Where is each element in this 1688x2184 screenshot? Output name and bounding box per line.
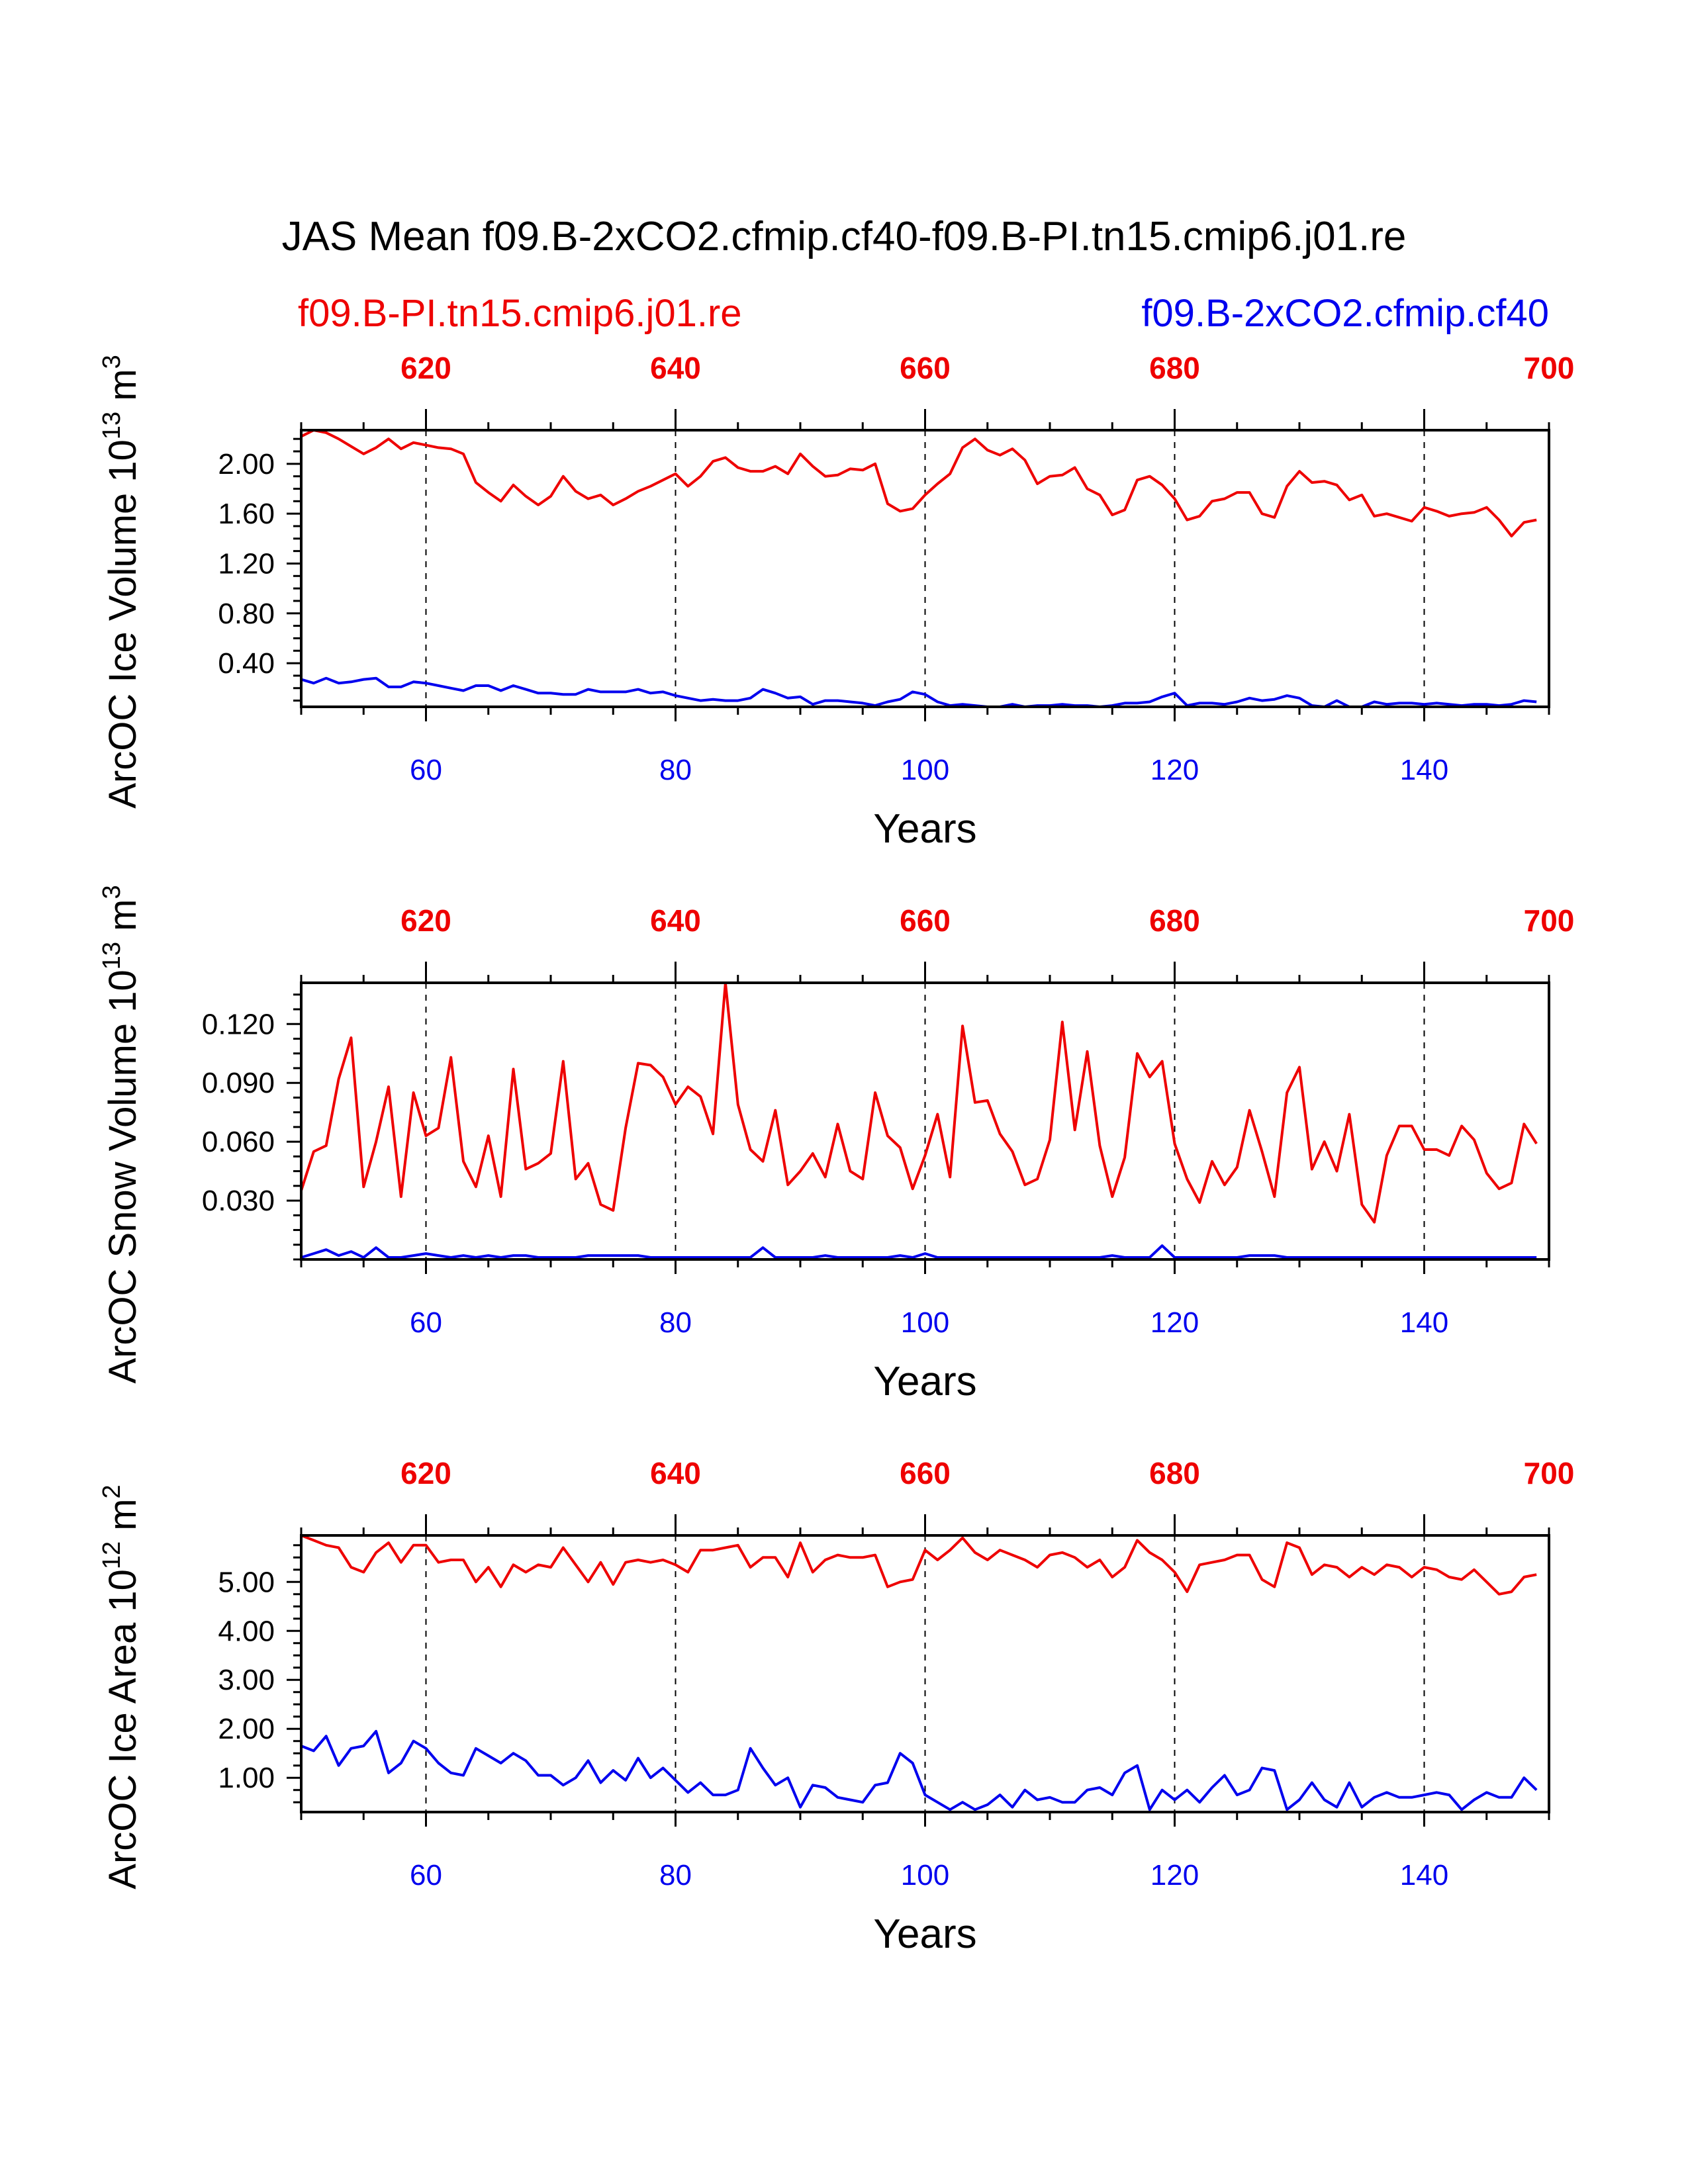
y-tick-label: 0.030 (202, 1185, 275, 1217)
chart-panel-3: 60 80 100 120 140 Years 620 640 660 680 700 1.00 2.0… (98, 1456, 1574, 1957)
y-tick-label: 3.00 (218, 1664, 275, 1696)
y-axis-label: ArcOC Ice Volume 1013 m3 (98, 355, 144, 809)
y-tick-label: 5.00 (218, 1566, 275, 1598)
y-tick-label: 0.090 (202, 1067, 275, 1099)
chart-panel-2: 60 80 100 120 140 Years 620 640 660 680 700 0.030 0.… (98, 885, 1574, 1404)
series-line-pi (301, 429, 1537, 537)
top-x-tick-label: 620 (400, 1456, 451, 1490)
x-axis-label: Years (873, 1911, 976, 1957)
x-tick-label: 120 (1150, 1859, 1199, 1891)
chart-panel-1: 60 80 100 120 140 Years 620 640 660 680 700 0.40 0.8… (98, 351, 1574, 852)
x-tick-label: 60 (410, 1306, 442, 1339)
top-x-tick-label: 620 (400, 903, 451, 938)
x-tick-label: 60 (410, 754, 442, 786)
top-x-tick-label: 620 (400, 351, 451, 385)
top-x-tick-label: 680 (1149, 351, 1200, 385)
y-tick-label: 0.060 (202, 1126, 275, 1158)
y-axis-label: ArcOC Snow Volume 1013 m3 (98, 885, 144, 1383)
y-tick-label: 1.60 (218, 498, 275, 530)
x-tick-label: 100 (901, 754, 949, 786)
top-x-tick-label: 700 (1524, 1456, 1575, 1490)
y-tick-label: 2.00 (218, 1713, 275, 1745)
top-x-tick-label: 640 (650, 351, 701, 385)
y-tick-label: 0.120 (202, 1008, 275, 1040)
top-x-tick-label: 700 (1524, 351, 1575, 385)
x-axis-label: Years (873, 1359, 976, 1404)
series-line-pi (300, 981, 1538, 1224)
x-tick-label: 120 (1150, 754, 1199, 786)
x-axis-label: Years (873, 806, 976, 852)
x-tick-label: 60 (410, 1859, 442, 1891)
y-tick-label: 0.40 (218, 647, 275, 680)
x-tick-label: 100 (901, 1859, 949, 1891)
x-tick-label: 80 (659, 1306, 692, 1339)
top-x-tick-label: 680 (1149, 1456, 1200, 1490)
top-x-tick-label: 640 (650, 1456, 701, 1490)
top-x-tick-label: 660 (900, 1456, 951, 1490)
series-line-2xco2 (301, 676, 1537, 708)
legend-label-2xco2: f09.B-2xCO2.cfmip.cf40 (1141, 292, 1549, 335)
series-line-2xco2 (301, 1729, 1538, 1811)
x-tick-label: 80 (659, 1859, 692, 1891)
top-x-tick-label: 660 (900, 903, 951, 938)
x-tick-label: 140 (1400, 754, 1448, 786)
series-line-pi (301, 1534, 1537, 1596)
y-tick-label: 2.00 (218, 448, 275, 480)
x-tick-label: 140 (1400, 1859, 1448, 1891)
legend-label-pi: f09.B-PI.tn15.cmip6.j01.re (298, 292, 742, 335)
top-x-tick-label: 660 (900, 351, 951, 385)
x-tick-label: 140 (1400, 1306, 1448, 1339)
series-line-2xco2 (301, 1244, 1537, 1259)
y-tick-label: 4.00 (218, 1615, 275, 1647)
y-tick-label: 0.80 (218, 598, 275, 630)
top-x-tick-label: 700 (1524, 903, 1575, 938)
y-tick-label: 1.00 (218, 1762, 275, 1794)
y-tick-label: 1.20 (218, 547, 275, 580)
top-x-tick-label: 680 (1149, 903, 1200, 938)
x-tick-label: 120 (1150, 1306, 1199, 1339)
y-axis-label: ArcOC Ice Area 1012 m2 (98, 1484, 144, 1889)
page-title: JAS Mean f09.B-2xCO2.cfmip.cf40-f09.B-PI… (281, 214, 1407, 259)
x-tick-label: 100 (901, 1306, 949, 1339)
top-x-tick-label: 640 (650, 903, 701, 938)
x-tick-label: 80 (659, 754, 692, 786)
